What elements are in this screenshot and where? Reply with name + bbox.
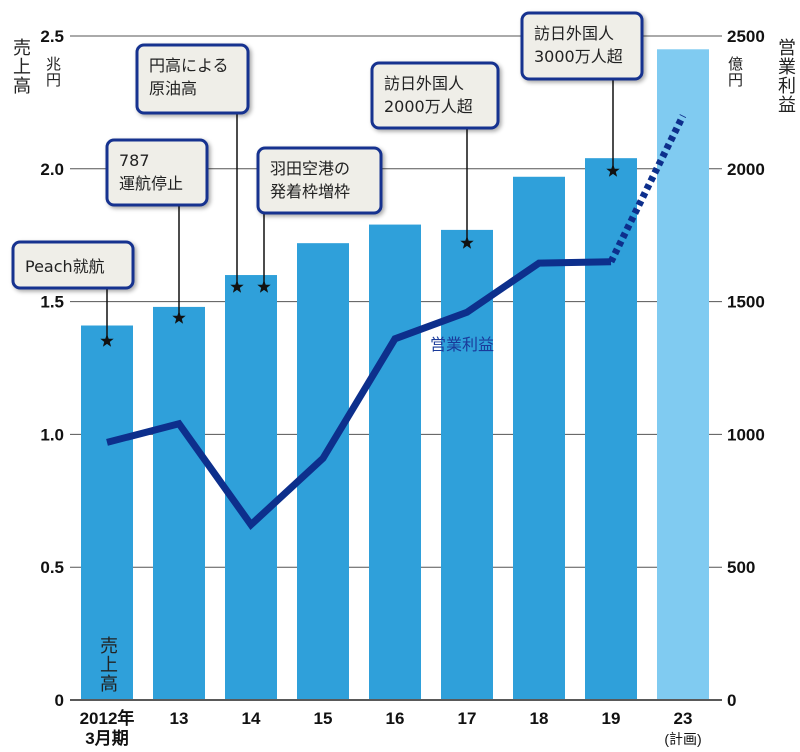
left-tick-label: 2.0 — [40, 160, 64, 179]
bar — [585, 158, 637, 699]
right-tick-label: 500 — [727, 558, 755, 577]
category-label: 17 — [458, 709, 477, 728]
annotation-text: Peach就航 — [25, 257, 105, 276]
left-tick-label: 1.0 — [40, 425, 64, 444]
line-series — [106, 258, 612, 530]
annotation-box — [105, 138, 209, 207]
annotation-box — [520, 11, 644, 81]
annotation-text: 787 — [119, 151, 150, 170]
left-tick-label: 0.5 — [40, 558, 64, 577]
right-axis-title: 営業利益 — [775, 38, 796, 114]
annotation-text: 運航停止 — [119, 174, 183, 193]
star-marker-icon — [172, 311, 186, 324]
bar — [153, 306, 205, 699]
right-axis-unit: 億円 — [726, 56, 744, 88]
bar-series-label: 売上高 — [97, 636, 118, 693]
left-tick-label: 0 — [55, 691, 64, 710]
star-marker-icon — [100, 334, 114, 347]
annotation-text: 原油高 — [149, 79, 197, 98]
annotation-text: 訪日外国人 — [384, 74, 464, 93]
category-label-sub: (計画) — [664, 731, 701, 747]
left-tick-label: 1.5 — [40, 293, 64, 312]
annotation-text: 円高による — [149, 56, 229, 75]
category-label-sub: 3月期 — [85, 729, 128, 748]
star-marker-icon — [606, 164, 620, 177]
bar — [225, 275, 277, 699]
annotation-box — [11, 240, 135, 290]
category-label: 2012年 — [80, 708, 135, 728]
annotation-box — [370, 61, 500, 130]
category-label: 14 — [242, 709, 261, 728]
category-label: 13 — [170, 709, 189, 728]
category-label: 18 — [530, 709, 549, 728]
category-label: 23 — [674, 709, 693, 728]
right-tick-label: 2000 — [727, 160, 765, 179]
annotation-text: 羽田空港の — [270, 159, 350, 178]
annotation-box — [135, 43, 250, 115]
category-label: 15 — [314, 709, 333, 728]
category-label: 19 — [602, 709, 621, 728]
right-tick-label: 0 — [727, 691, 736, 710]
annotation-text: 訪日外国人 — [534, 24, 614, 43]
annotation-text: 発着枠増枠 — [270, 182, 350, 201]
left-tick-label: 2.5 — [40, 27, 64, 46]
right-tick-label: 1000 — [727, 425, 765, 444]
annotation-text: 3000万人超 — [534, 47, 623, 66]
star-marker-icon — [257, 280, 271, 293]
star-marker-icon — [460, 236, 474, 249]
left-axis-unit: 兆円 — [44, 56, 62, 88]
bar — [81, 325, 133, 699]
left-axis-title: 売上高 — [10, 38, 31, 95]
right-tick-label: 2500 — [727, 27, 765, 46]
annotation-box — [256, 146, 383, 215]
category-label: 16 — [386, 709, 405, 728]
annotation-text: 2000万人超 — [384, 97, 473, 116]
star-marker-icon — [230, 280, 244, 293]
bar — [369, 224, 421, 700]
bar — [513, 176, 565, 699]
line-series-plan-dashed — [607, 114, 687, 264]
right-tick-label: 1500 — [727, 293, 765, 312]
line-series-label: 営業利益 — [430, 335, 494, 354]
